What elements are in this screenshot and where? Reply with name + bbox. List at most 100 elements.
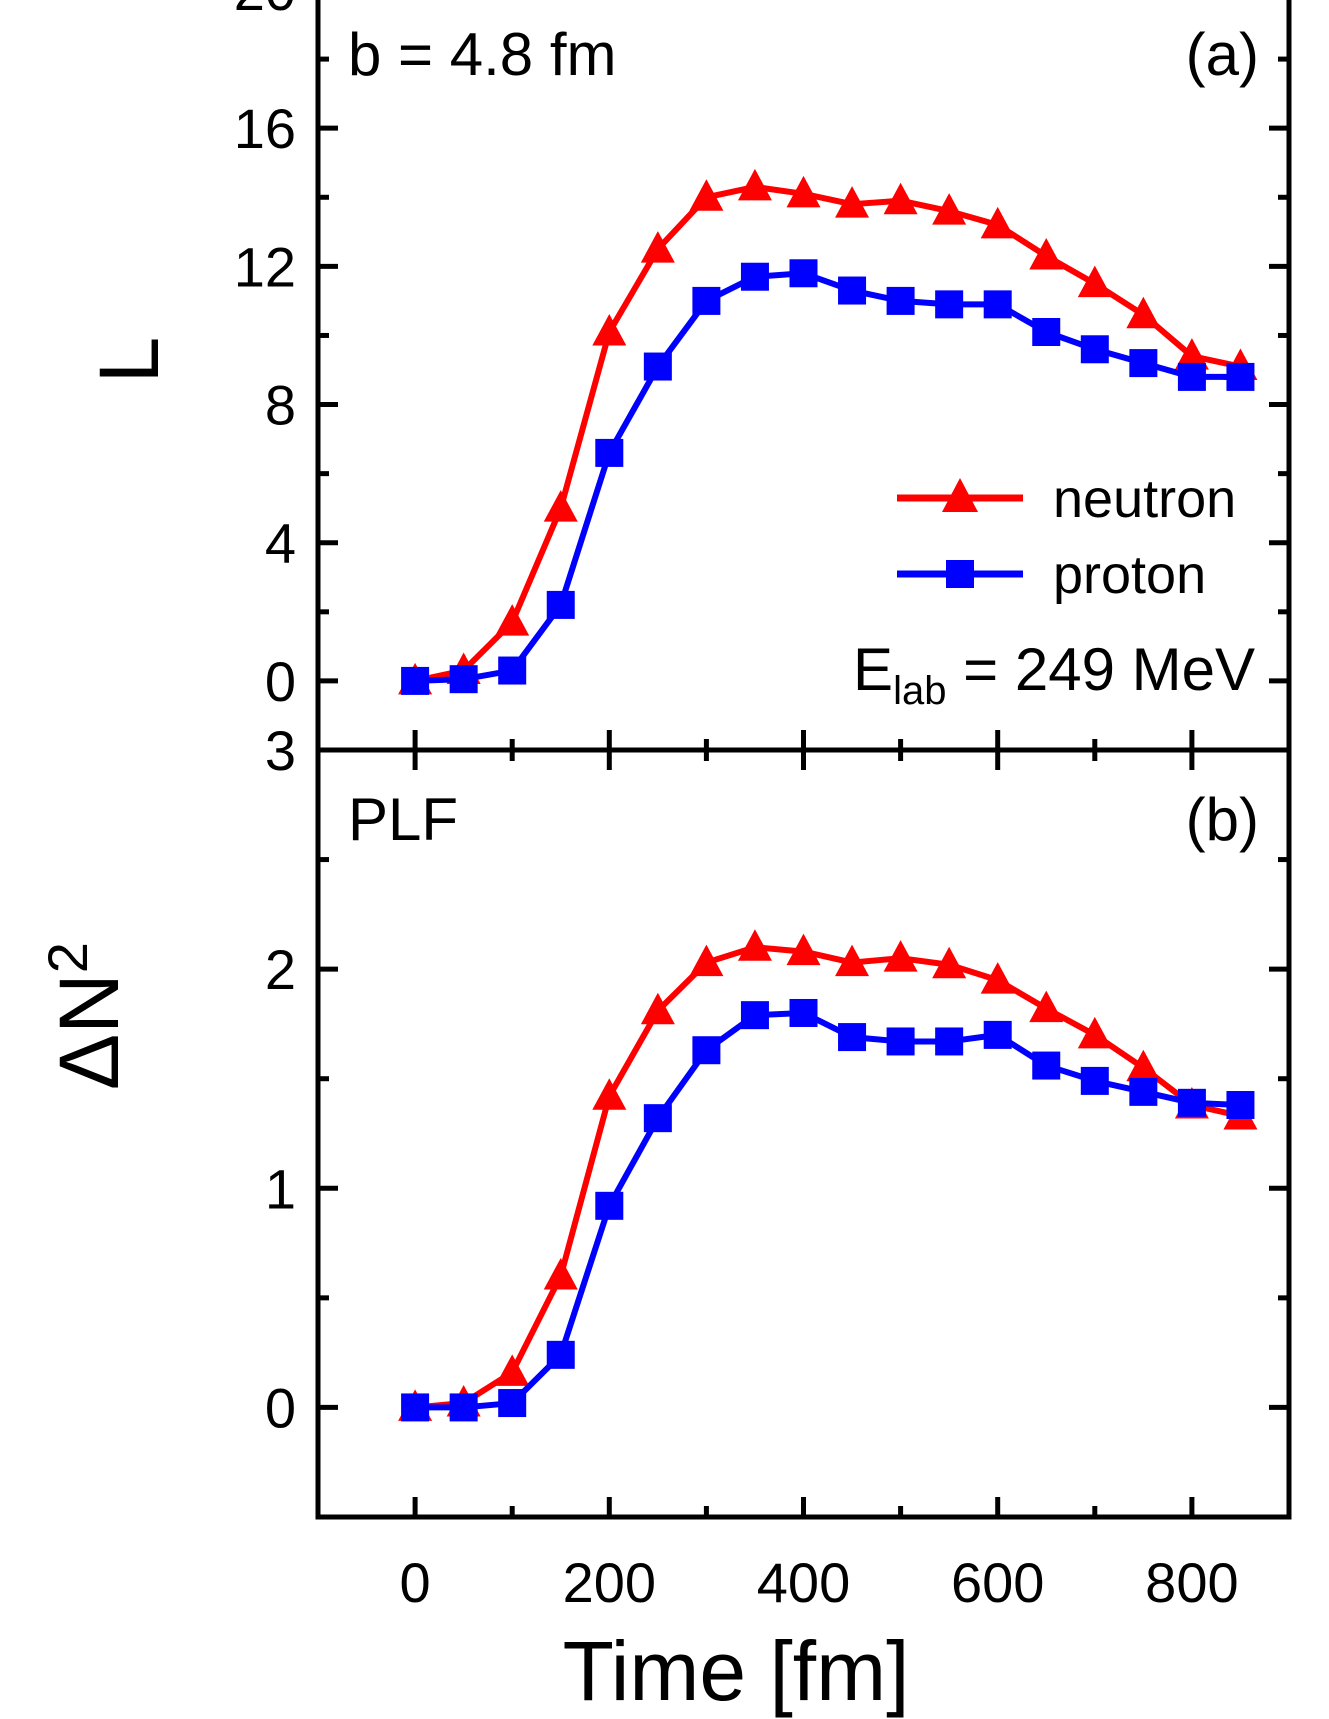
neutron-point: [495, 604, 530, 636]
proton-point: [935, 290, 964, 319]
neutron-point: [1077, 1016, 1112, 1049]
neutron-point: [932, 193, 967, 225]
y-axis-title-b: ΔN2: [36, 942, 137, 1090]
proton-point: [1177, 362, 1206, 391]
proton-point: [449, 665, 478, 694]
y-axis-title-b-main: ΔN: [42, 973, 136, 1090]
proton-point: [692, 286, 721, 315]
legend-label-proton: proton: [1053, 545, 1206, 605]
proton-point: [546, 590, 575, 619]
neutron-point: [883, 182, 918, 215]
proton-point: [595, 1191, 624, 1220]
neutron-point: [689, 179, 724, 211]
panel-label: (a): [1186, 21, 1259, 88]
proton-point: [546, 1340, 575, 1369]
energy-label: Elab = 249 MeV: [853, 636, 1255, 713]
x-tick-label: 200: [563, 1551, 656, 1614]
neutron-point: [980, 206, 1015, 239]
proton-point: [692, 1036, 721, 1065]
neutron-point: [932, 946, 967, 979]
neutron-point: [1174, 338, 1209, 370]
neutron-point: [640, 231, 675, 263]
neutron-point: [737, 168, 772, 201]
neutron-point: [835, 944, 870, 977]
neutron-point: [592, 1078, 627, 1110]
neutron-point: [1077, 265, 1112, 298]
legend-label-neutron: neutron: [1053, 469, 1236, 529]
proton-point: [1129, 349, 1158, 378]
y-tick-label: 2: [265, 938, 296, 1001]
proton-point: [789, 259, 818, 288]
y-axis-title-a: L: [82, 337, 176, 384]
proton-point: [886, 286, 915, 315]
proton-point: [449, 1393, 478, 1422]
neutron-point: [737, 929, 772, 961]
x-tick-label: 600: [951, 1551, 1044, 1614]
y-axis-title-b-sup: 2: [36, 942, 99, 973]
proton-point: [1080, 335, 1109, 364]
proton-point: [1226, 1091, 1255, 1120]
proton-point: [401, 1393, 430, 1422]
x-tick-label: 0: [400, 1551, 431, 1614]
proton-point: [935, 1027, 964, 1056]
neutron-point: [1029, 238, 1064, 270]
neutron-point: [543, 1257, 578, 1290]
proton-point: [401, 666, 430, 695]
neutron-point: [1126, 296, 1161, 329]
proton-point: [983, 1020, 1012, 1049]
y-tick-label: 1: [265, 1157, 296, 1220]
series-line-neutron: [414, 183, 1242, 684]
proton-point: [740, 1001, 769, 1030]
x-tick-label: 400: [757, 1551, 850, 1614]
y-tick-label: 12: [234, 235, 296, 298]
x-tick-label: 800: [1145, 1551, 1238, 1614]
proton-point: [1032, 318, 1061, 346]
y-tick-label: 0: [265, 650, 296, 713]
proton-point: [643, 1104, 672, 1133]
neutron-point: [786, 933, 821, 966]
panel-label: (b): [1186, 786, 1259, 853]
proton-point: [643, 352, 672, 381]
panel-annotation: PLF: [348, 786, 458, 853]
legend-marker-neutron: [942, 478, 978, 512]
proton-point: [1226, 362, 1255, 391]
proton-point: [1032, 1051, 1061, 1080]
proton-point: [838, 276, 867, 305]
x-axis-title: Time [fm]: [563, 1624, 910, 1718]
proton-point: [1129, 1077, 1158, 1106]
neutron-point: [883, 940, 918, 972]
proton-point: [983, 290, 1012, 319]
neutron-point: [592, 314, 627, 346]
proton-point: [1080, 1066, 1109, 1095]
proton-point: [595, 438, 624, 467]
y-tick-label: 4: [265, 512, 296, 575]
neutron-point: [543, 490, 578, 522]
y-tick-label: 16: [234, 97, 296, 160]
y-tick-label: 3: [265, 719, 296, 782]
proton-point: [740, 262, 769, 291]
legend-marker-proton: [946, 560, 974, 588]
proton-point: [498, 656, 527, 685]
neutron-point: [786, 175, 821, 208]
panel-b: 0 1 2 3 0 200 400 600 800 (b) PLF: [265, 719, 1292, 1614]
neutron-point: [1126, 1049, 1161, 1082]
neutron-point: [835, 186, 870, 218]
proton-point: [838, 1023, 867, 1052]
series-line-neutron: [414, 944, 1242, 1411]
proton-point: [886, 1027, 915, 1056]
y-tick-label: 0: [265, 1376, 296, 1439]
neutron-point: [689, 944, 724, 977]
panel-annotation: b = 4.8 fm: [348, 21, 616, 88]
proton-point: [789, 998, 818, 1027]
neutron-point: [640, 992, 675, 1025]
neutron-point: [495, 1354, 530, 1386]
neutron-point: [1029, 990, 1064, 1023]
panel-a: 0 4 8 12 16 20 (a) b = 4.8 fm Elab = 249 MeV neut…: [234, 0, 1292, 753]
series-line-proton: [415, 1009, 1241, 1411]
proton-point: [1177, 1088, 1206, 1117]
y-tick-label: 20: [234, 0, 296, 22]
proton-point: [498, 1389, 527, 1418]
neutron-point: [980, 962, 1015, 994]
y-tick-label: 8: [265, 374, 296, 437]
